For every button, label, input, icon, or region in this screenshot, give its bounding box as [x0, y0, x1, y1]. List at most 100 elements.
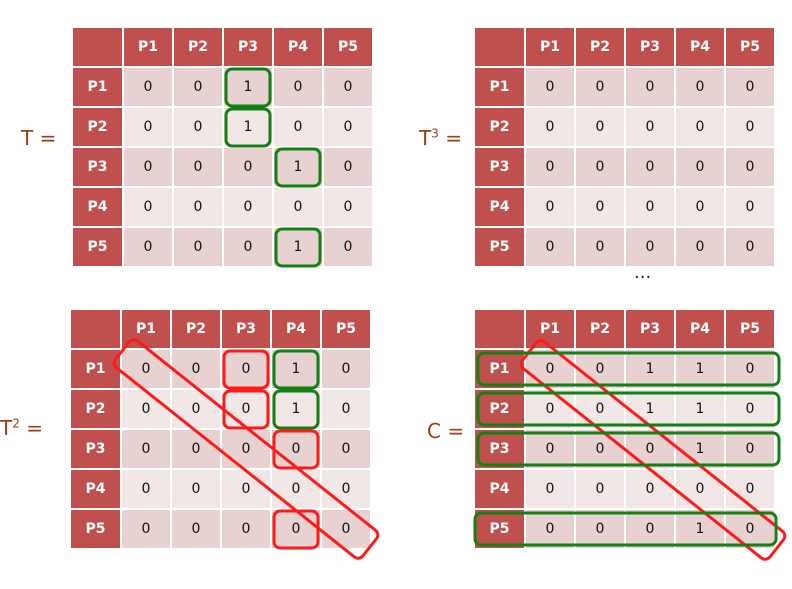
label-t3-base: T — [419, 126, 432, 150]
matrix-T-corner — [73, 28, 122, 66]
matrix-cell: 0 — [322, 510, 370, 548]
label-t3-power: 3 — [431, 126, 439, 141]
label-t3: T3 = — [419, 126, 462, 150]
matrix-cell: 0 — [222, 470, 270, 508]
matrix-cell: 0 — [576, 68, 624, 106]
row-header-p3: P3 — [475, 148, 524, 186]
matrix-cell: 0 — [576, 148, 624, 186]
matrix-cell: 0 — [526, 188, 574, 226]
ellipsis: ... — [634, 262, 652, 283]
column-header-p2: P2 — [172, 310, 220, 348]
matrix-cell: 0 — [324, 228, 372, 266]
matrix-cell: 0 — [676, 148, 724, 186]
matrix-cell: 0 — [172, 430, 220, 468]
matrix-cell: 0 — [676, 470, 724, 508]
matrix-cell: 0 — [174, 148, 222, 186]
matrix-cell: 0 — [222, 350, 270, 388]
matrix-cell: 0 — [222, 390, 270, 428]
matrix-cell: 0 — [124, 148, 172, 186]
matrix-cell: 0 — [726, 108, 774, 146]
matrix-cell: 0 — [124, 228, 172, 266]
matrix-cell: 1 — [676, 430, 724, 468]
row-header-p3: P3 — [475, 430, 524, 468]
matrix-cell: 1 — [272, 390, 320, 428]
matrix-cell: 0 — [322, 430, 370, 468]
matrix-cell: 0 — [222, 510, 270, 548]
matrix-cell: 0 — [272, 510, 320, 548]
label-t2-power: 2 — [12, 416, 20, 431]
matrix-cell: 0 — [174, 68, 222, 106]
matrix-cell: 0 — [676, 68, 724, 106]
matrix-cell: 1 — [626, 350, 674, 388]
matrix-cell: 0 — [626, 108, 674, 146]
matrix-cell: 0 — [526, 510, 574, 548]
row-header-p5: P5 — [71, 510, 120, 548]
row-header-p1: P1 — [475, 350, 524, 388]
matrix-cell: 0 — [322, 350, 370, 388]
matrix-cell: 0 — [726, 510, 774, 548]
matrix-T2-corner — [71, 310, 120, 348]
row-header-p1: P1 — [73, 68, 122, 106]
row-header-p2: P2 — [475, 390, 524, 428]
row-header-p2: P2 — [71, 390, 120, 428]
matrix-cell: 0 — [224, 188, 272, 226]
column-header-p3: P3 — [626, 310, 674, 348]
matrix-cell: 0 — [726, 68, 774, 106]
matrix-cell: 0 — [626, 188, 674, 226]
matrix-cell: 0 — [124, 188, 172, 226]
matrix-cell: 0 — [272, 470, 320, 508]
matrix-cell: 1 — [224, 68, 272, 106]
column-header-p1: P1 — [526, 28, 574, 66]
matrix-cell: 1 — [272, 350, 320, 388]
matrix-cell: 0 — [174, 108, 222, 146]
matrix-cell: 0 — [676, 108, 724, 146]
matrix-T3-corner — [475, 28, 524, 66]
matrix-cell: 0 — [526, 430, 574, 468]
column-header-p2: P2 — [174, 28, 222, 66]
matrix-C-corner — [475, 310, 524, 348]
matrix-cell: 0 — [726, 470, 774, 508]
matrix-cell: 0 — [324, 68, 372, 106]
row-header-p4: P4 — [71, 470, 120, 508]
row-header-p2: P2 — [73, 108, 122, 146]
row-header-p1: P1 — [71, 350, 120, 388]
matrix-cell: 0 — [124, 108, 172, 146]
matrix-cell: 1 — [676, 350, 724, 388]
row-header-p1: P1 — [475, 68, 524, 106]
column-header-p5: P5 — [726, 28, 774, 66]
matrix-cell: 1 — [676, 510, 724, 548]
column-header-p5: P5 — [322, 310, 370, 348]
matrix-cell: 0 — [526, 470, 574, 508]
matrix-cell: 0 — [526, 148, 574, 186]
matrix-cell: 0 — [576, 188, 624, 226]
row-header-p2: P2 — [475, 108, 524, 146]
matrix-cell: 0 — [626, 510, 674, 548]
matrix-cell: 0 — [172, 510, 220, 548]
matrix-cell: 0 — [124, 68, 172, 106]
matrix-cell: 0 — [576, 108, 624, 146]
row-header-p4: P4 — [475, 188, 524, 226]
matrix-cell: 0 — [224, 228, 272, 266]
column-header-p5: P5 — [324, 28, 372, 66]
matrix-cell: 0 — [726, 430, 774, 468]
matrix-cell: 1 — [676, 390, 724, 428]
matrix-cell: 0 — [324, 148, 372, 186]
matrix-cell: 0 — [324, 108, 372, 146]
label-t: T = — [21, 126, 56, 150]
matrix-cell: 0 — [122, 510, 170, 548]
column-header-p2: P2 — [576, 28, 624, 66]
matrix-cell: 0 — [576, 228, 624, 266]
matrix-cell: 0 — [172, 350, 220, 388]
row-header-p3: P3 — [73, 148, 122, 186]
column-header-p3: P3 — [224, 28, 272, 66]
row-header-p5: P5 — [73, 228, 122, 266]
matrix-cell: 1 — [224, 108, 272, 146]
matrix-cell: 0 — [676, 188, 724, 226]
matrix-cell: 0 — [174, 228, 222, 266]
column-header-p4: P4 — [676, 310, 724, 348]
matrix-cell: 0 — [174, 188, 222, 226]
label-c: C = — [427, 419, 464, 443]
matrix-cell: 0 — [626, 68, 674, 106]
row-header-p5: P5 — [475, 510, 524, 548]
matrix-cell: 0 — [324, 188, 372, 226]
